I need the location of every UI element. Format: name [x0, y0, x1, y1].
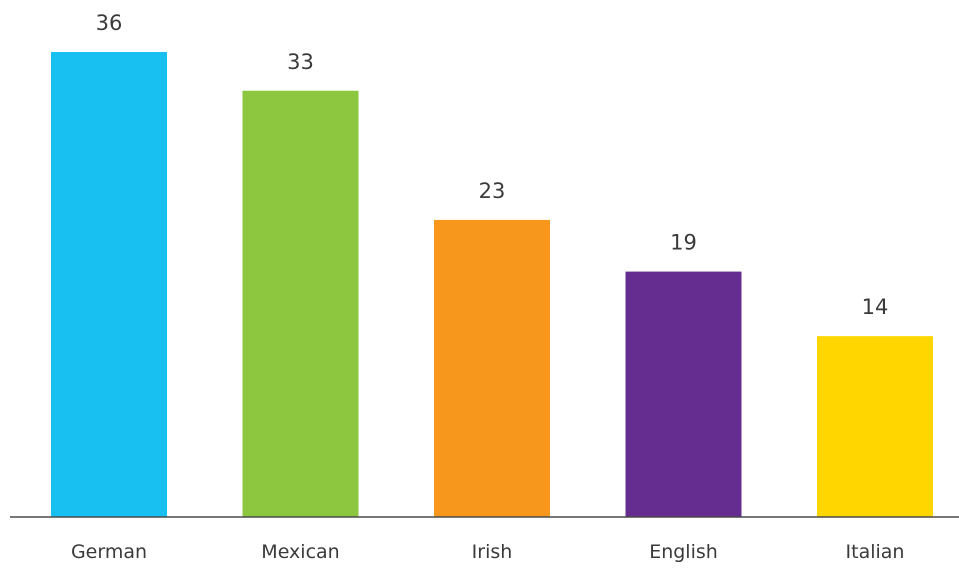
- category-label-italian: Italian: [846, 541, 905, 563]
- category-labels-group: German Mexican Irish English Italian: [71, 541, 905, 563]
- value-label-italian: 14: [862, 295, 889, 319]
- bars-group: [51, 52, 933, 517]
- value-label-english: 19: [670, 231, 697, 255]
- category-label-german: German: [71, 541, 147, 563]
- category-label-irish: Irish: [472, 541, 513, 563]
- value-label-mexican: 33: [287, 50, 314, 74]
- bar-mexican: [242, 90, 359, 517]
- bar-german: [51, 52, 167, 517]
- value-label-irish: 23: [479, 179, 506, 203]
- value-label-german: 36: [96, 11, 123, 35]
- category-label-mexican: Mexican: [261, 541, 339, 563]
- value-labels-group: 36 33 23 19 14: [96, 11, 889, 319]
- bar-italian: [817, 336, 933, 517]
- bar-english: [625, 271, 742, 517]
- bar-irish: [434, 219, 550, 517]
- category-label-english: English: [649, 541, 718, 563]
